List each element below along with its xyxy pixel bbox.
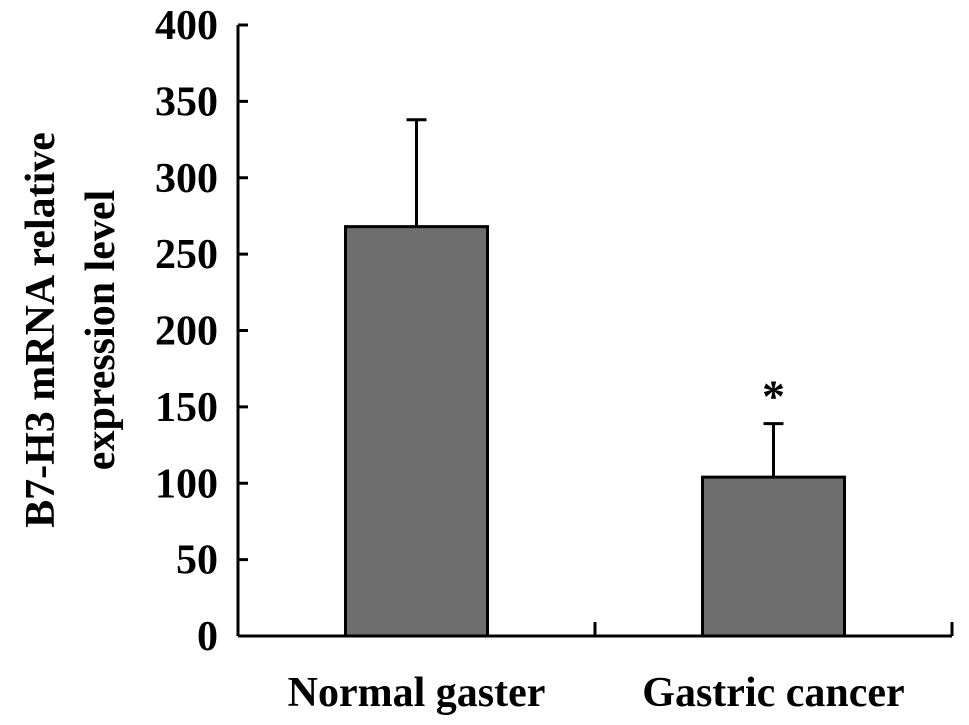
x-tick-label-0: Normal gaster [288, 670, 546, 716]
y-axis-ticks: 0 50 100 150 200 250 300 350 400 [155, 3, 248, 660]
significance-marker-1: * [762, 371, 785, 422]
x-axis-ticks: Normal gaster Gastric cancer [288, 622, 954, 716]
y-axis-label-line-1: B7-H3 mRNA relative [18, 132, 64, 528]
bars: * [344, 118, 846, 638]
y-tick-label-200: 200 [155, 309, 218, 355]
y-tick-label-150: 150 [155, 385, 218, 431]
y-tick-label-350: 350 [155, 79, 218, 125]
bar-0 [344, 225, 489, 638]
y-tick-label-250: 250 [155, 232, 218, 278]
bar-1 [701, 475, 846, 638]
y-tick-label-50: 50 [176, 538, 218, 584]
y-tick-label-100: 100 [155, 461, 218, 507]
y-tick-label-400: 400 [155, 3, 218, 49]
y-axis-label: B7-H3 mRNA relative expression level [18, 132, 124, 528]
y-axis-label-line-2: expression level [78, 190, 124, 470]
y-tick-label-0: 0 [197, 614, 218, 660]
y-tick-label-300: 300 [155, 156, 218, 202]
x-tick-label-1: Gastric cancer [642, 670, 904, 716]
